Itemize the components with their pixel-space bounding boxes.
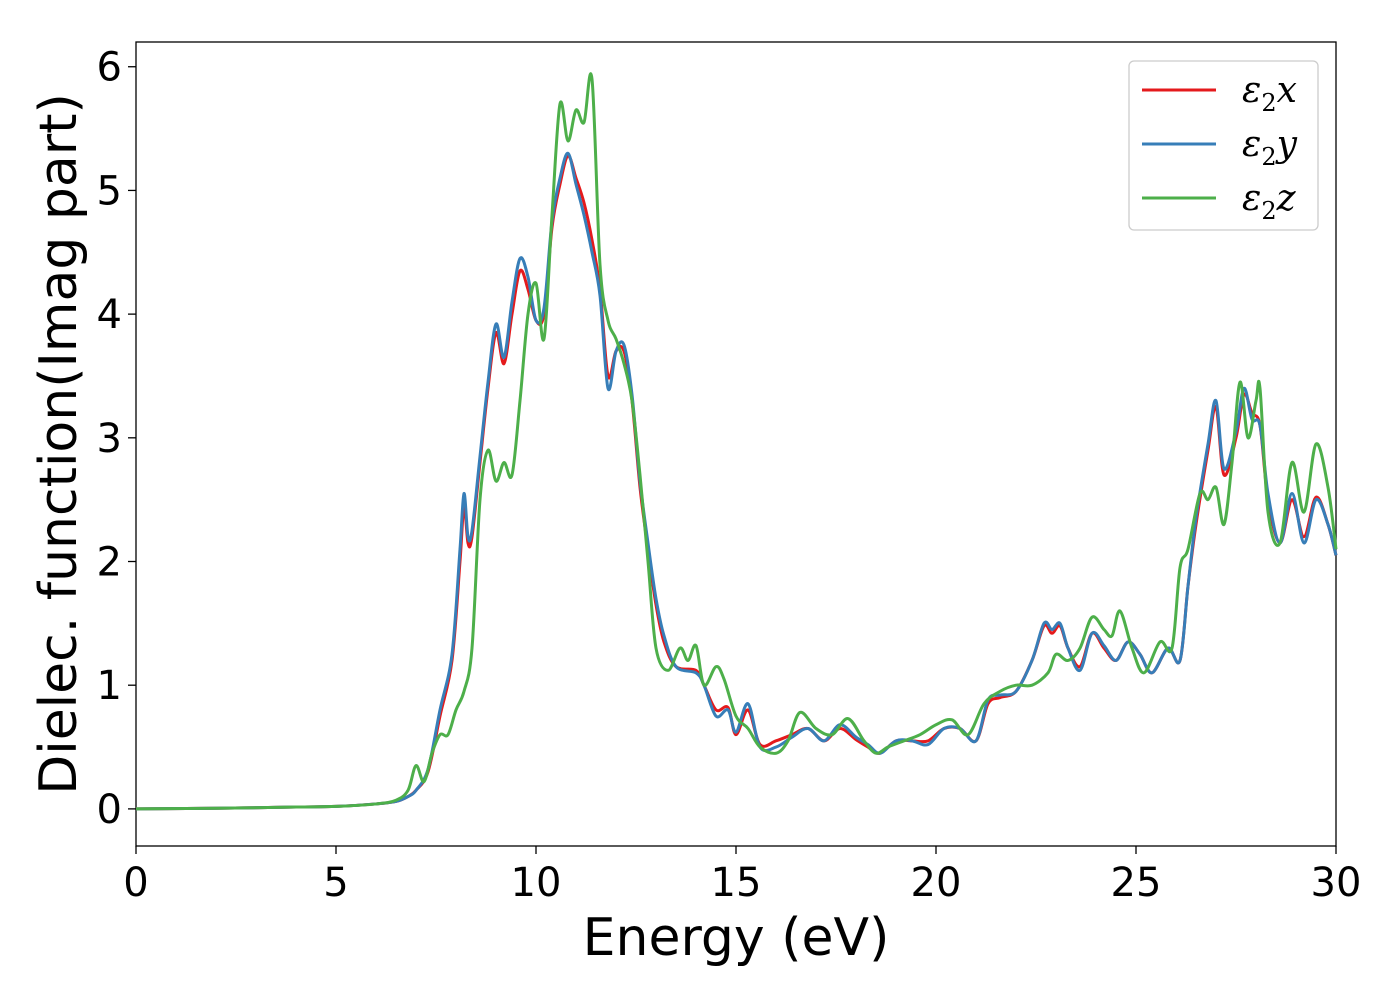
x-tick-label: 20 [911,860,962,906]
series-line-z [135,72,1338,811]
x-tick-label: 30 [1311,860,1362,906]
x-axis-label: Energy (eV) [583,908,890,968]
legend-label-x: ε2x [1242,70,1297,117]
x-tick-label: 0 [123,860,148,906]
y-axis-ticks: 0 1 2 3 4 5 6 [97,45,136,833]
y-tick-label: 2 [97,540,122,586]
legend-label-y: ε2y [1242,124,1298,171]
legend: ε2x ε2y ε2z [1128,60,1319,231]
x-tick-label: 5 [323,860,348,906]
x-tick-label: 15 [711,860,762,906]
x-axis-ticks: 0 5 10 15 20 25 30 [123,846,1361,906]
y-axis-label: Dielec. function(Imag part) [29,93,89,795]
y-tick-label: 6 [97,45,122,91]
x-tick-label: 10 [511,860,562,906]
y-tick-label: 1 [97,663,122,709]
series-layer [135,72,1338,811]
y-tick-label: 5 [97,168,122,214]
y-tick-label: 4 [97,292,122,338]
x-tick-label: 25 [1111,860,1162,906]
legend-frame [1128,60,1319,231]
legend-label-z: ε2z [1242,178,1297,225]
y-tick-label: 3 [97,416,122,462]
y-tick-label: 0 [97,787,122,833]
